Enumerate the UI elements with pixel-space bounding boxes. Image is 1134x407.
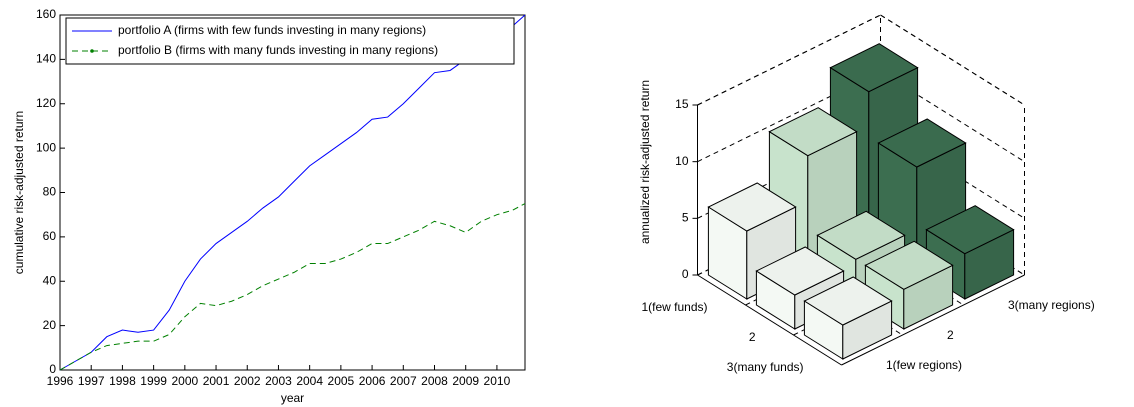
x-tick-label: 2 <box>749 330 756 344</box>
y-tick-label: 2 <box>947 328 954 342</box>
z-tick-label: 15 <box>675 97 689 111</box>
y-tick-label: 20 <box>43 318 57 332</box>
y-tick-label: 3(many regions) <box>1008 298 1095 312</box>
legend-box <box>65 17 515 65</box>
y-tick-label: 120 <box>36 96 56 110</box>
wall-grid <box>697 71 881 163</box>
bar-top <box>816 210 906 260</box>
bar <box>707 182 797 300</box>
y-tick-label: 60 <box>43 229 57 243</box>
legend-marker <box>90 49 94 53</box>
bar-top <box>803 276 893 326</box>
wall-grid <box>880 14 1025 106</box>
legend-label: portfolio B (firms with many funds inves… <box>118 43 438 57</box>
x-tick-label: 2002 <box>234 374 261 388</box>
x-tick-label: 2008 <box>421 374 448 388</box>
x-tick-label: 3(many funds) <box>727 360 804 374</box>
x-tick-label: 2004 <box>296 374 323 388</box>
bar-top <box>768 107 858 157</box>
y-tick-label: 160 <box>36 7 56 21</box>
y-tick-label: 1(few regions) <box>886 358 962 372</box>
x-tick-label: 1(few funds) <box>641 300 707 314</box>
x-tick-label: 2000 <box>171 374 198 388</box>
bar <box>803 276 893 360</box>
x-tick-label: 2009 <box>452 374 479 388</box>
floor-edge <box>841 274 1025 366</box>
bar-top <box>925 205 1015 255</box>
x-tick-label: 1997 <box>78 374 105 388</box>
z-axis-label: annualized risk-adjusted return <box>638 80 652 244</box>
x-tick-label: 2003 <box>265 374 292 388</box>
x-tick-label: 2005 <box>328 374 355 388</box>
x-tick-label: 2007 <box>390 374 417 388</box>
z-tick-label: 10 <box>675 154 689 168</box>
data-line <box>59 14 526 371</box>
z-tick-label: 5 <box>682 211 689 225</box>
x-tick-label: 2010 <box>484 374 511 388</box>
data-line <box>59 203 526 371</box>
y-axis-label: cumulative risk-adjusted return <box>12 111 26 274</box>
x-tick-label: 1999 <box>140 374 167 388</box>
y-tick-label: 100 <box>36 140 56 154</box>
x-tick-label: 2001 <box>203 374 230 388</box>
x-tick-label: 1996 <box>47 374 74 388</box>
x-tick-label: 1998 <box>109 374 136 388</box>
x-tick-label: 2006 <box>359 374 386 388</box>
bar-top <box>755 246 845 296</box>
axes-box <box>59 14 526 371</box>
y-tick-label: 40 <box>43 273 57 287</box>
x-axis-label: year <box>281 391 304 405</box>
y-tick-label: 80 <box>43 185 57 199</box>
y-tick-label: 140 <box>36 52 56 66</box>
z-tick-label: 0 <box>682 267 689 281</box>
y-tick-label: 0 <box>49 362 56 376</box>
bar-top <box>829 43 919 93</box>
floor-edge <box>697 274 842 366</box>
bar-top <box>864 240 954 290</box>
bar-top <box>707 182 797 232</box>
legend-label: portfolio A (firms with few funds invest… <box>118 23 426 37</box>
wall-grid <box>697 14 881 106</box>
bar-top <box>877 118 967 168</box>
